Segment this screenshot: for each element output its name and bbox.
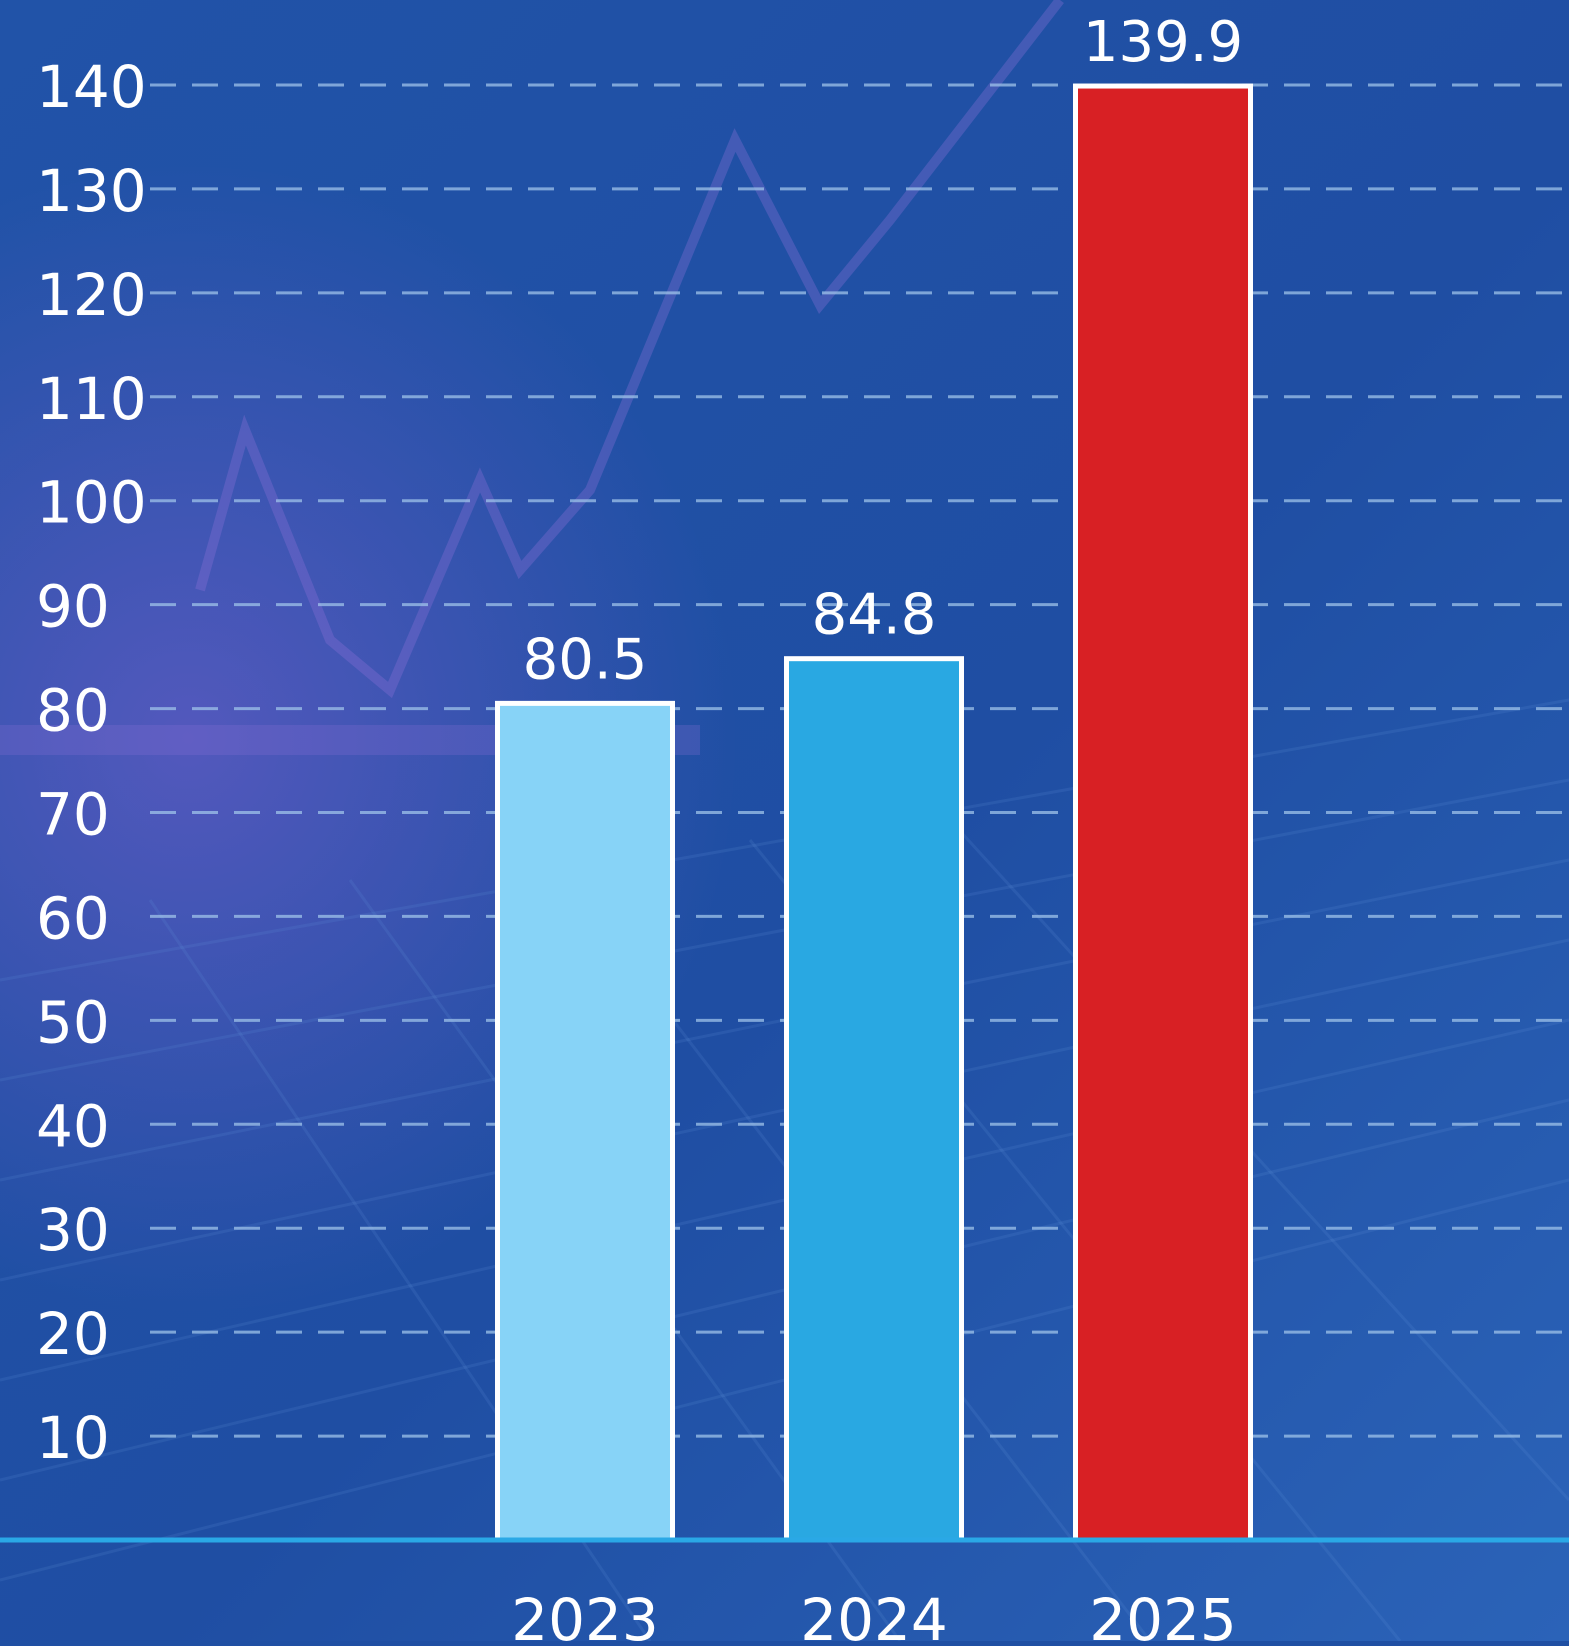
y-tick-label: 70 [36,781,110,849]
x-tick-label-2025: 2025 [1089,1586,1237,1641]
y-tick-label: 10 [36,1404,110,1472]
x-tick-label-2024: 2024 [800,1586,948,1641]
value-label-2024: 84.8 [812,583,937,648]
bar-2023 [495,700,675,1543]
y-tick-label: 130 [36,157,147,225]
y-tick-label: 80 [36,677,110,745]
bar-2024 [784,656,964,1543]
value-labels: 80.5 84.8 139.9 [523,10,1244,692]
x-tick-label-2023: 2023 [511,1586,659,1641]
y-tick-label: 140 [36,53,147,121]
y-tick-label: 30 [36,1196,110,1264]
y-tick-label: 120 [36,261,147,329]
y-tick-label: 20 [36,1300,110,1368]
value-label-2023: 80.5 [523,627,648,692]
y-tick-label: 60 [36,884,110,952]
y-tick-label: 40 [36,1092,110,1160]
bar-2025 [1073,83,1253,1543]
x-axis-labels: 2023 2024 2025 [511,1586,1237,1646]
background-trend-line [195,0,1064,699]
y-tick-label: 50 [36,988,110,1056]
value-label-2025: 139.9 [1083,10,1243,75]
y-tick-label: 100 [36,469,147,537]
y-tick-label: 110 [36,365,147,433]
y-tick-label: 90 [36,573,110,641]
bars [495,83,1253,1543]
gridlines [150,83,1569,1438]
y-axis-ticks: 10 20 30 40 50 60 70 80 90 100 110 120 130 140 [36,53,147,1472]
